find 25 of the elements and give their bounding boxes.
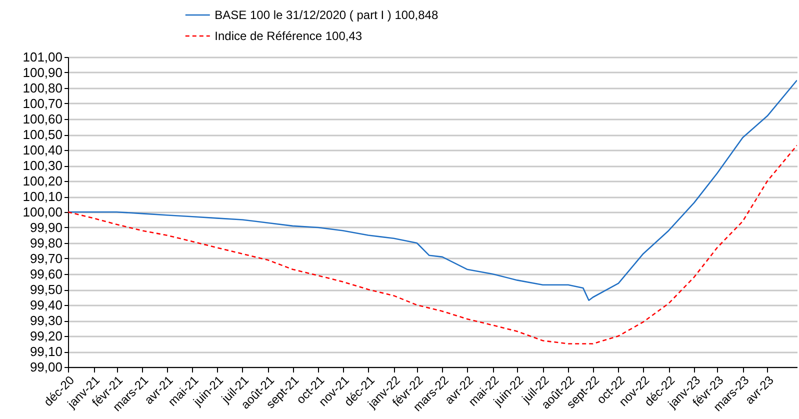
legend-label: Indice de Référence 100,43: [214, 29, 362, 43]
y-tick-label: 99,60: [30, 266, 62, 282]
y-tick-label: 100,00: [22, 204, 62, 220]
y-tick-label: 99,20: [30, 328, 62, 344]
y-tick-label: 101,00: [22, 50, 62, 64]
y-tick-label: 100,60: [22, 112, 62, 126]
y-tick-label: 99,80: [30, 236, 62, 250]
y-tick-label: 99,50: [30, 282, 62, 297]
y-tick-label: 100,10: [22, 189, 62, 204]
y-tick-label: 100,30: [22, 158, 62, 173]
y-tick-label: 100,80: [22, 80, 62, 96]
y-tick-label: 99,00: [30, 360, 62, 374]
legend-label: BASE 100 le 31/12/2020 ( part I ) 100,848: [214, 8, 438, 22]
line-series: [68, 80, 797, 301]
y-tick-label: 100,40: [22, 142, 62, 158]
y-tick-label: 100,20: [22, 174, 62, 188]
y-tick-label: 100,90: [22, 65, 62, 80]
y-tick-label: 99,30: [30, 313, 62, 328]
line-series: [68, 144, 797, 344]
y-tick-label: 99,40: [30, 298, 62, 312]
y-tick-label: 99,90: [30, 220, 62, 235]
y-tick-label: 100,50: [22, 127, 62, 142]
y-tick-label: 99,10: [30, 344, 62, 359]
y-tick-label: 100,70: [22, 96, 62, 111]
y-tick-label: 99,70: [30, 251, 62, 266]
